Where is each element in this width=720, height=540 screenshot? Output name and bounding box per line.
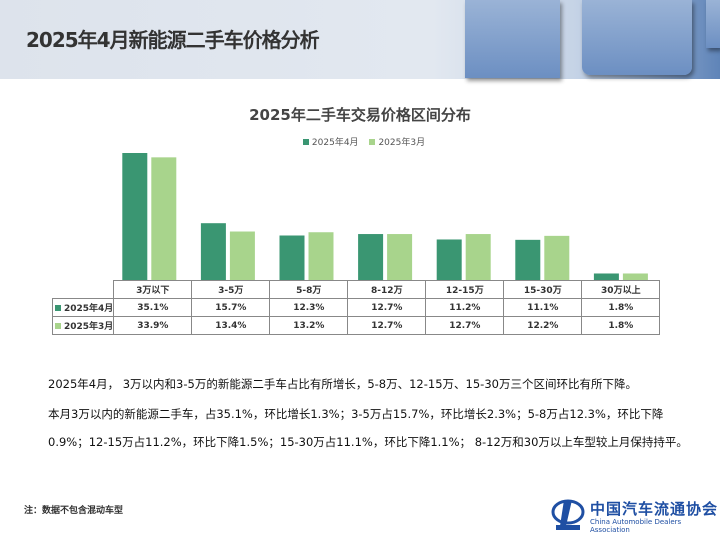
legend-swatch: [55, 305, 61, 311]
table-value-cell: 12.7%: [425, 316, 505, 335]
legend-swatch: [55, 323, 61, 329]
table-value-cell: 33.9%: [113, 316, 193, 335]
logo-text-en: China Automobile Dealers Association: [590, 518, 682, 534]
bar-mar-3: [387, 234, 413, 280]
footnote: 注：数据不包含混动车型: [24, 506, 124, 516]
legend-label-mar: 2025年3月: [378, 138, 426, 148]
table-corner: [52, 280, 115, 299]
legend-swatch-mar: [369, 139, 376, 145]
table-value-cell: 13.2%: [269, 316, 349, 335]
bar-mar-6: [622, 273, 648, 280]
page-title: 2025年4月新能源二手车价格分析: [26, 28, 320, 52]
bar-apr-0: [122, 153, 148, 280]
bar-mar-4: [465, 234, 491, 280]
data-table: 3万以下 3-5万 5-8万 8-12万 12-15万 15-30万 30万以上 2025年…: [51, 280, 661, 335]
table-value-cell: 12.3%: [269, 298, 349, 317]
table-header-cell: 15-30万: [503, 280, 583, 299]
table-value-cell: 1.8%: [581, 298, 661, 317]
table-value-cell: 12.2%: [503, 316, 583, 335]
bar-apr-4: [436, 239, 462, 280]
bar-apr-2: [279, 235, 305, 280]
table-header-cell: 3-5万: [191, 280, 271, 299]
header-banner: 2025年4月新能源二手车价格分析: [0, 0, 720, 79]
cube-decoration: [706, 0, 720, 48]
table-header-cell: 12-15万: [425, 280, 505, 299]
chart-legend: 2025年4月 2025年3月: [0, 135, 720, 148]
bar-chart: [122, 153, 648, 280]
bar-apr-5: [515, 239, 541, 280]
table-value-cell: 1.8%: [581, 316, 661, 335]
legend-label-apr: 2025年4月: [311, 138, 359, 148]
legend-swatch-apr: [302, 139, 309, 145]
chart-title: 2025年二手车交易价格区间分布: [249, 106, 471, 124]
table-header-cell: 8-12万: [347, 280, 427, 299]
bar-apr-3: [358, 234, 384, 280]
bar-mar-2: [308, 232, 334, 280]
bar-mar-0: [151, 157, 177, 280]
bar-mar-5: [544, 235, 570, 280]
summary-line-2: 本月3万以内的新能源二手车，占35.1%，环比增长1.3%；3-5万占15.7%…: [48, 407, 664, 421]
logo-text-cn: 中国汽车流通协会: [590, 500, 719, 518]
table-value-cell: 12.7%: [347, 298, 427, 317]
summary-line-3: 0.9%；12-15万占11.2%，环比下降1.5%；15-30万占11.1%，…: [48, 435, 688, 449]
table-value-cell: 11.1%: [503, 298, 583, 317]
cube-decoration: [465, 0, 560, 78]
cada-logo-icon: [551, 499, 585, 530]
row-label-text: 2025年3月: [64, 322, 114, 332]
row-label-text: 2025年4月: [64, 304, 114, 314]
cube-decoration: [582, 0, 692, 75]
row-label-mar: 2025年3月: [51, 316, 115, 335]
summary-line-1: 2025年4月， 3万以内和3-5万的新能源二手车占比有所增长，5-8万、12-…: [48, 377, 637, 391]
row-label-apr: 2025年4月: [51, 298, 115, 317]
table-header-cell: 30万以上: [581, 280, 661, 299]
bar-apr-1: [200, 223, 226, 280]
table-value-cell: 12.7%: [347, 316, 427, 335]
bar-apr-6: [593, 273, 619, 280]
table-value-cell: 11.2%: [425, 298, 505, 317]
table-value-cell: 15.7%: [191, 298, 271, 317]
table-header-cell: 3万以下: [113, 280, 193, 299]
table-value-cell: 35.1%: [113, 298, 193, 317]
bar-mar-1: [229, 231, 255, 280]
table-value-cell: 13.4%: [191, 316, 271, 335]
table-header-cell: 5-8万: [269, 280, 349, 299]
